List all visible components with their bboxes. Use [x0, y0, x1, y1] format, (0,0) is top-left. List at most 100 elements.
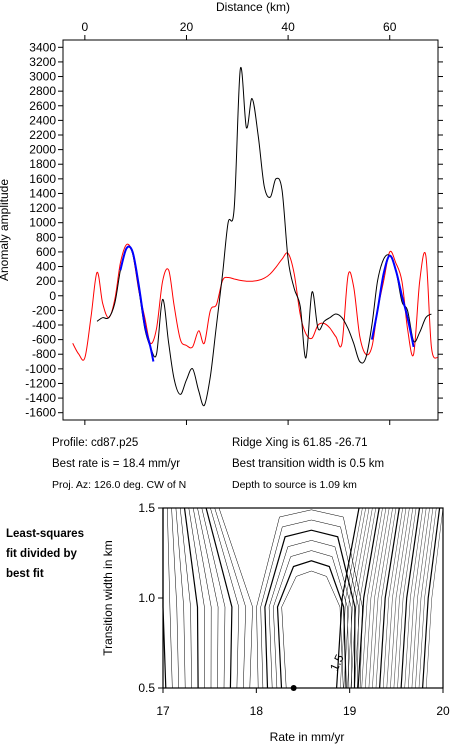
- x-tick-label: 20: [180, 20, 194, 34]
- contour-panel: 17 18 19 20 0.5 1.0 1.5 1.5 Rate in mm/yr Tran…: [101, 501, 450, 744]
- y-tick-label: -1000: [25, 362, 56, 376]
- contour-line: [218, 507, 253, 689]
- contour-line: [268, 540, 352, 689]
- contour-line: [201, 507, 226, 689]
- contour-line: [192, 507, 212, 689]
- contour-line: [365, 507, 387, 689]
- y-tick-label: -1200: [25, 376, 56, 390]
- contour-line: [264, 529, 356, 689]
- y-tick-label: 1000: [29, 216, 56, 230]
- contour-line: [386, 507, 407, 689]
- y-tick-label: 200: [36, 274, 56, 288]
- contour-line: [379, 507, 400, 689]
- y-tick-label: 1200: [29, 201, 56, 215]
- y-tick-label: 2600: [29, 99, 56, 113]
- contour-line: [415, 507, 434, 689]
- contour-line: [383, 507, 403, 689]
- side-caption-line: best fit: [6, 568, 44, 580]
- contour-line: [281, 570, 344, 689]
- contour-line: [340, 507, 363, 689]
- y-tick-label: -800: [32, 347, 56, 361]
- contour-x-tick-label: 19: [343, 704, 357, 718]
- contour-line: [393, 507, 413, 689]
- contour-line: [404, 507, 423, 689]
- contour-line: [361, 507, 383, 689]
- contour-line: [171, 507, 179, 689]
- contour-line: [375, 507, 397, 689]
- contour-line: [343, 507, 366, 689]
- contour-line: [256, 509, 363, 689]
- series-line-2: [96, 66, 432, 407]
- side-caption: Least-squares fit divided by best fit: [6, 524, 84, 584]
- contour-line: [214, 507, 246, 689]
- contour-line: [188, 507, 205, 689]
- contour-line: [167, 507, 173, 689]
- contour-y-tick-label: 1.0: [138, 591, 155, 605]
- projection-azimuth: Proj. Az: 126.0 deg. CW of N: [52, 479, 187, 491]
- best-rate: Best rate is = 18.4 mm/yr: [52, 458, 181, 470]
- contour-line: [400, 507, 421, 689]
- contour-x-label: Rate in mm/yr: [270, 730, 345, 744]
- y-tick-label: 600: [36, 245, 56, 259]
- contour-line: [368, 507, 390, 689]
- contour-line: [390, 507, 410, 689]
- contour-line: [357, 507, 380, 689]
- x-tick-label: 0: [82, 20, 89, 34]
- contour-line: [336, 507, 360, 689]
- contour-line: [411, 507, 430, 689]
- y-tick-label: -200: [32, 303, 56, 317]
- contour-line: [183, 507, 199, 689]
- best-fit-point: [290, 685, 297, 691]
- y-tick-label: 1400: [29, 186, 56, 200]
- depth-to-source: Depth to source is 1.09 km: [232, 479, 357, 491]
- y-tick-label: 2000: [29, 143, 56, 157]
- contour-line: [418, 507, 437, 689]
- contour-line: [179, 507, 192, 689]
- profile-panel: 0 20 40 60340032003000280026002400220020001…: [0, 0, 443, 425]
- side-caption-line: fit divided by: [6, 548, 77, 560]
- side-caption-line: Least-squares: [6, 528, 84, 540]
- contour-line: [350, 507, 373, 689]
- x-axis-label: Distance (km): [216, 0, 290, 14]
- contour-line: [175, 507, 186, 689]
- series-line-3: [370, 254, 415, 348]
- y-tick-label: 1800: [29, 157, 56, 171]
- y-tick-label: -1400: [25, 391, 56, 405]
- series-line-3: [119, 245, 155, 362]
- contour-y-tick-label: 0.5: [138, 681, 155, 695]
- y-tick-label: -400: [32, 318, 56, 332]
- contour-line: [397, 507, 417, 689]
- y-tick-label: 2800: [29, 84, 56, 98]
- contour-line: [276, 560, 347, 689]
- contour-line: [422, 507, 441, 689]
- contour-line: [372, 507, 393, 689]
- contour-frame: [162, 507, 444, 689]
- contour-x-tick-label: 18: [250, 704, 264, 718]
- contour-line: [197, 507, 219, 689]
- contour-label: 1.5: [327, 652, 347, 673]
- x-tick-label: 40: [281, 20, 295, 34]
- contour-line: [354, 507, 376, 689]
- y-tick-label: 3400: [29, 40, 56, 54]
- contour-y-label: Transition width in km: [101, 540, 115, 656]
- y-tick-label: 2400: [29, 113, 56, 127]
- contour-line: [347, 507, 370, 689]
- contour-line: [408, 507, 427, 689]
- contour-line: [260, 519, 359, 689]
- profile-name: Profile: cd87.p25: [52, 437, 139, 449]
- ridge-crossing: Ridge Xing is 61.85 -26.71: [232, 437, 368, 449]
- y-tick-label: 1600: [29, 172, 56, 186]
- profile-frame: [62, 39, 439, 421]
- contour-x-tick-label: 20: [436, 704, 450, 718]
- y-tick-label: 3200: [29, 55, 56, 69]
- x-tick-label: 60: [383, 20, 397, 34]
- y-tick-label: 2200: [29, 128, 56, 142]
- contour-line: [273, 550, 350, 689]
- contour-y-tick-label: 1.5: [138, 501, 155, 515]
- y-tick-label: 3000: [29, 70, 56, 84]
- y-tick-label: 0: [49, 289, 56, 303]
- best-transition-width: Best transition width is 0.5 km: [232, 458, 385, 470]
- y-tick-label: -600: [32, 333, 56, 347]
- y-tick-label: 400: [36, 260, 56, 274]
